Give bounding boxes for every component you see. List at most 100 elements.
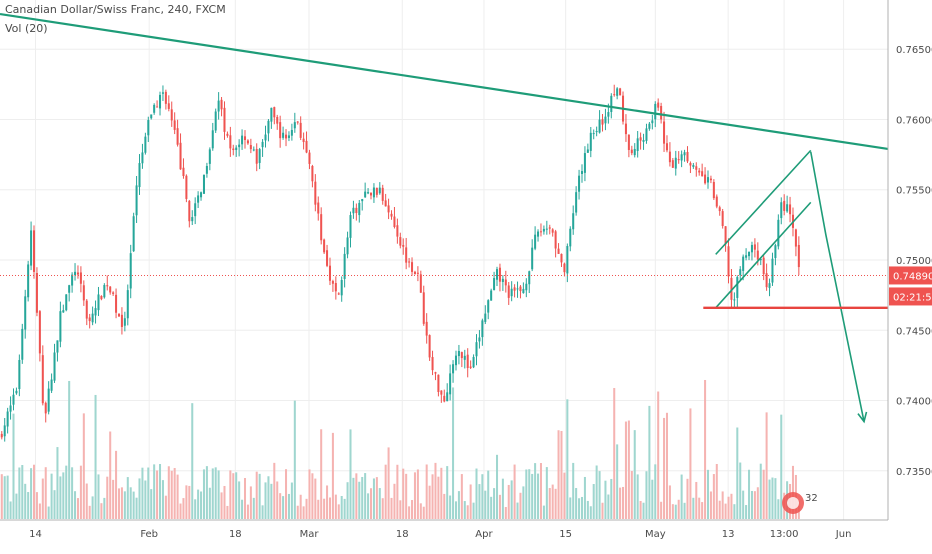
- volume-bar: [431, 474, 434, 519]
- candle-body: [205, 165, 208, 174]
- volume-bar: [100, 503, 103, 519]
- candle-body: [674, 157, 677, 169]
- volume-bar: [639, 500, 642, 519]
- volume-bar: [176, 474, 179, 519]
- volume-bar: [484, 490, 487, 519]
- volume-bar: [701, 502, 704, 519]
- volume-bar: [557, 430, 560, 519]
- candle-body: [745, 255, 748, 258]
- volume-bar: [683, 502, 686, 519]
- volume-bar: [24, 483, 27, 519]
- time-tick-label: 18: [229, 529, 242, 540]
- volume-bar: [495, 454, 499, 519]
- current-price-badge: [889, 266, 932, 285]
- candle-body: [159, 94, 162, 109]
- candle-body: [478, 337, 481, 342]
- current-price-value: 0.74890: [893, 271, 932, 282]
- volume-bar: [727, 496, 730, 519]
- volume-bar: [41, 478, 44, 519]
- candle-body: [161, 92, 164, 94]
- volume-bar: [59, 476, 62, 519]
- volume-bar: [627, 420, 630, 519]
- candle-body: [402, 245, 405, 247]
- volume-bar: [422, 506, 425, 519]
- volume-bar: [337, 504, 340, 519]
- volume-bar: [413, 472, 416, 519]
- candle-body: [677, 159, 680, 161]
- volume-bar: [654, 464, 657, 519]
- volume-bar: [610, 478, 613, 519]
- volume-bar: [759, 463, 762, 519]
- time-tick-label: 18: [396, 529, 409, 540]
- candle-body: [706, 177, 710, 183]
- candle-body: [627, 134, 630, 150]
- candle-body: [343, 253, 346, 279]
- candle-body: [516, 288, 519, 290]
- candle-body: [390, 213, 393, 217]
- volume-bar: [663, 417, 666, 519]
- candle-body: [498, 267, 501, 282]
- candle-body: [578, 175, 581, 192]
- candle-body: [331, 281, 334, 284]
- volume-bar: [299, 494, 302, 519]
- volume-bar: [774, 478, 777, 519]
- volume-bar: [648, 405, 651, 519]
- candle-body: [569, 228, 572, 247]
- candle-body: [712, 181, 715, 199]
- candle-body: [238, 144, 241, 148]
- volume-bar: [525, 469, 528, 519]
- volume-bar: [396, 464, 399, 519]
- volume-bar: [238, 481, 241, 519]
- candle-body: [141, 152, 144, 164]
- volume-bar: [343, 498, 346, 519]
- candle-body: [490, 290, 493, 301]
- time-tick-label: Jun: [835, 529, 852, 540]
- volume-bar: [349, 429, 352, 519]
- candle-body: [452, 364, 455, 374]
- badge-layer: 0.74890 02:21:50 32: [782, 266, 932, 514]
- candle-body: [74, 271, 77, 276]
- volume-bar: [504, 506, 507, 519]
- candle-body: [730, 277, 733, 300]
- volume-bar: [665, 412, 668, 519]
- volume-bar: [117, 488, 121, 519]
- candle-body: [12, 394, 15, 405]
- volume-bar: [334, 494, 337, 519]
- volume-bar: [715, 464, 718, 519]
- volume-bar: [161, 480, 164, 519]
- candle-body: [393, 216, 396, 227]
- candle-body: [38, 311, 41, 354]
- candle-body: [208, 149, 211, 164]
- candle-body: [182, 167, 185, 177]
- candle-body: [460, 352, 463, 359]
- time-tick-label: May: [645, 529, 666, 540]
- candle-body: [194, 203, 197, 217]
- volume-bar: [478, 484, 481, 519]
- volume-bar: [718, 500, 721, 519]
- candle-body: [671, 160, 674, 168]
- candle-body: [507, 285, 510, 298]
- candle-body: [264, 134, 267, 141]
- candle-body: [454, 355, 458, 366]
- candle-body: [378, 187, 381, 194]
- candle-body: [748, 251, 751, 257]
- volume-bar: [112, 479, 115, 519]
- candle-body: [575, 192, 578, 213]
- candle-body: [21, 328, 24, 360]
- candle-body: [226, 133, 229, 136]
- candle-body: [680, 154, 683, 161]
- volume-bar: [481, 474, 484, 519]
- candle-body: [572, 213, 575, 230]
- candle-body: [255, 148, 258, 164]
- volume-bar: [513, 464, 516, 519]
- candle-body: [214, 111, 217, 131]
- volume-bar: [264, 482, 267, 519]
- volume-bar: [194, 499, 197, 519]
- volume-bar: [229, 470, 232, 519]
- volume-bar: [211, 468, 214, 519]
- volume-bar: [179, 503, 182, 519]
